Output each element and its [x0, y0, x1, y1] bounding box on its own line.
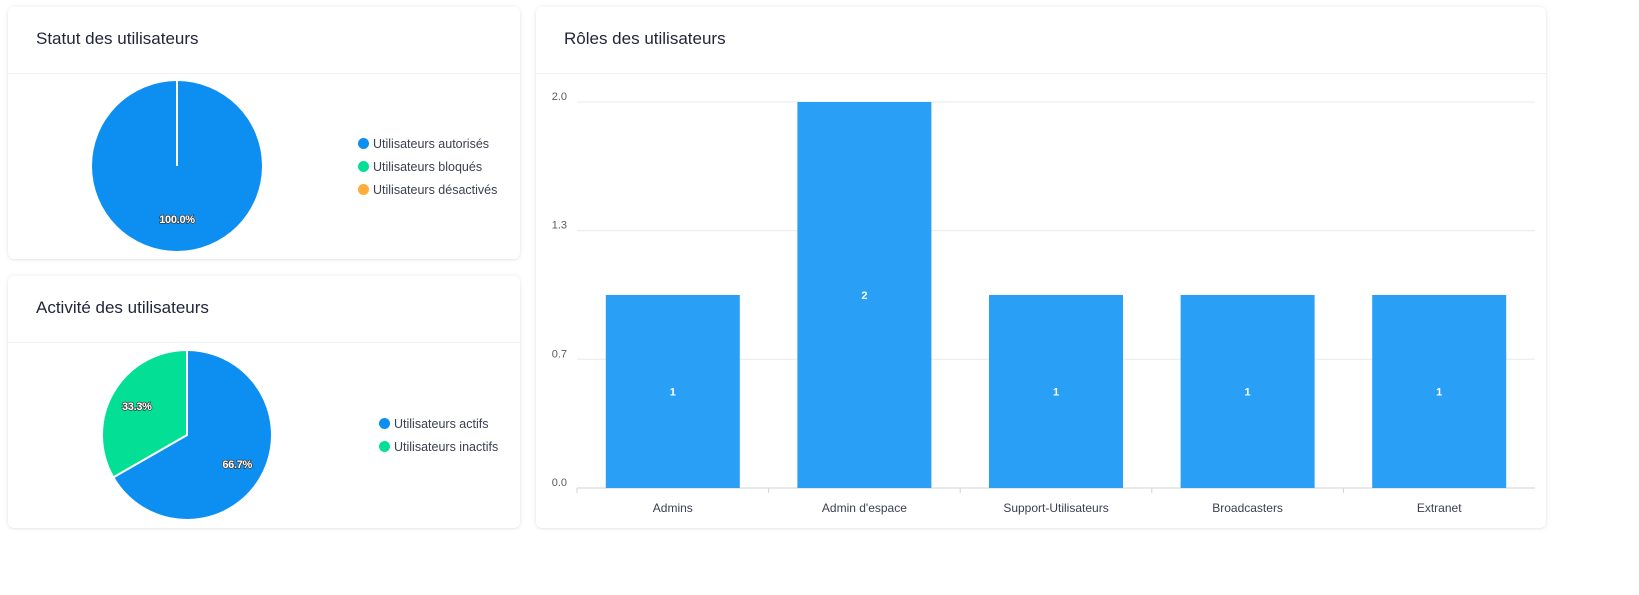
bar-support-utilisateurs[interactable] [989, 295, 1123, 488]
legend-label: Utilisateurs bloqués [373, 159, 483, 174]
user-roles-card-header: Rôles des utilisateurs [536, 7, 1546, 74]
user-roles-bar-chart: 0.0 0.7 1.3 2.0 1 Admins 2 Admin d'espace 1 Suppo… [552, 91, 1535, 515]
user-roles-title: Rôles des utilisateurs [564, 29, 726, 48]
user-status-title: Statut des utilisateurs [36, 29, 199, 48]
user-status-card: Statut des utilisateurs 100.0% Utilisate… [8, 7, 520, 259]
x-tick-label: Admins [653, 501, 693, 515]
legend-marker [358, 161, 369, 172]
pie-slice-label: 100.0% [159, 214, 195, 226]
x-tick-label: Admin d'espace [822, 501, 907, 515]
bar-extranet[interactable] [1372, 295, 1507, 488]
user-activity-card: Activité des utilisateurs 66.7% 33.3% Uti… [8, 276, 520, 528]
user-status-pie-chart: 100.0% [92, 81, 262, 251]
bar-admin-d-espace[interactable] [797, 102, 932, 488]
x-tick-label: Extranet [1417, 501, 1462, 515]
pie-slice-label: 33.3% [122, 401, 152, 413]
bar-data-label: 1 [1436, 387, 1442, 399]
legend-marker [358, 184, 369, 195]
legend-item-utilisateurs-bloques[interactable]: Utilisateurs bloqués [358, 155, 497, 178]
bar-broadcasters[interactable] [1180, 295, 1315, 488]
legend-marker [379, 441, 390, 452]
y-tick-label: 0.7 [552, 348, 567, 360]
pie-slice-utilisateurs-actifs[interactable] [112, 349, 273, 521]
legend-label: Utilisateurs actifs [394, 416, 489, 431]
legend-marker [379, 418, 390, 429]
user-status-legend: Utilisateurs autorisés Utilisateurs bloqu… [358, 132, 497, 201]
legend-marker [358, 138, 369, 149]
pie-slice-utilisateurs-inactifs[interactable] [101, 349, 188, 479]
legend-label: Utilisateurs autorisés [373, 136, 490, 151]
user-activity-card-header: Activité des utilisateurs [8, 276, 520, 343]
user-activity-pie-chart: 66.7% 33.3% [101, 349, 273, 521]
x-tick-label: Support-Utilisateurs [1003, 501, 1108, 515]
y-tick-label: 0.0 [552, 477, 567, 489]
user-roles-card: Rôles des utilisateurs 0.0 0.7 1.3 2.0 1 Admi… [536, 7, 1546, 528]
x-tick-label: Broadcasters [1212, 501, 1283, 515]
pie-slice-label: 66.7% [222, 459, 252, 471]
bar-admins[interactable] [605, 295, 740, 488]
user-status-card-header: Statut des utilisateurs [8, 7, 520, 74]
user-activity-legend: Utilisateurs actifs Utilisateurs inactifs [379, 412, 498, 458]
legend-item-utilisateurs-inactifs[interactable]: Utilisateurs inactifs [379, 435, 498, 458]
legend-item-utilisateurs-desactives[interactable]: Utilisateurs désactivés [358, 178, 497, 201]
legend-item-utilisateurs-actifs[interactable]: Utilisateurs actifs [379, 412, 498, 435]
legend-label: Utilisateurs désactivés [373, 182, 498, 197]
legend-label: Utilisateurs inactifs [394, 439, 499, 454]
user-activity-title: Activité des utilisateurs [36, 298, 209, 317]
bar-data-label: 2 [861, 290, 867, 302]
bar-data-label: 1 [1245, 387, 1251, 399]
bar-data-label: 1 [670, 387, 676, 399]
legend-item-utilisateurs-autorises[interactable]: Utilisateurs autorisés [358, 132, 497, 155]
y-tick-label: 2.0 [552, 91, 567, 103]
y-tick-label: 1.3 [552, 220, 567, 232]
bar-data-label: 1 [1053, 387, 1059, 399]
